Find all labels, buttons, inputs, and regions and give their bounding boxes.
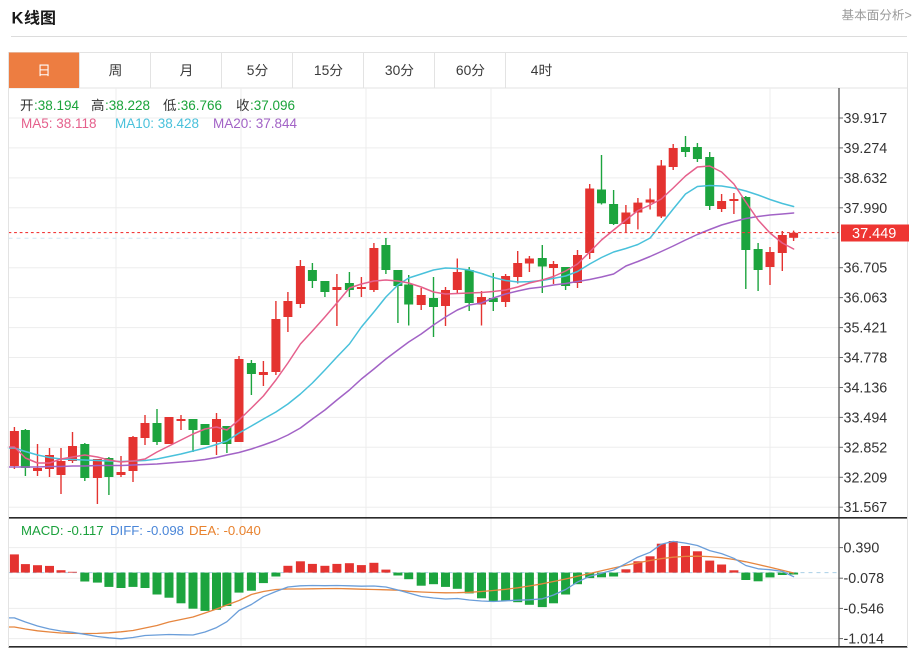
svg-text:39.917: 39.917: [844, 111, 888, 127]
svg-text:36.705: 36.705: [844, 261, 888, 277]
svg-text:30: 30: [385, 63, 401, 78]
svg-text:38.632: 38.632: [844, 171, 888, 187]
svg-text:-1.014: -1.014: [844, 632, 885, 648]
svg-text::36.766: :36.766: [177, 98, 222, 113]
svg-text:5: 5: [247, 63, 255, 78]
svg-text:DEA: -0.040: DEA: -0.040: [189, 523, 261, 538]
svg-text:>: >: [905, 9, 912, 23]
svg-text::38.194: :38.194: [34, 98, 80, 113]
svg-text:K: K: [12, 10, 24, 28]
svg-text:MA5: 38.118: MA5: 38.118: [21, 116, 97, 131]
svg-text:32.852: 32.852: [844, 440, 888, 456]
svg-text:-0.546: -0.546: [844, 601, 885, 617]
svg-text:4: 4: [531, 63, 539, 78]
svg-text:37.990: 37.990: [844, 201, 888, 217]
svg-text:39.274: 39.274: [844, 141, 888, 157]
svg-text:0.390: 0.390: [844, 541, 880, 557]
svg-text:MA10: 38.428: MA10: 38.428: [115, 116, 199, 131]
svg-text:36.063: 36.063: [844, 291, 888, 307]
svg-text:34.136: 34.136: [844, 381, 888, 397]
svg-text:60: 60: [456, 63, 472, 78]
svg-text:15: 15: [314, 63, 330, 78]
svg-text:DIFF: -0.098: DIFF: -0.098: [110, 523, 184, 538]
svg-text:32.209: 32.209: [844, 470, 888, 486]
svg-text:MA20: 37.844: MA20: 37.844: [213, 116, 298, 131]
svg-text:37.449: 37.449: [852, 226, 896, 242]
svg-text:35.421: 35.421: [844, 321, 888, 337]
svg-text:34.778: 34.778: [844, 351, 888, 367]
svg-text:-0.078: -0.078: [844, 571, 885, 587]
svg-text:MACD: -0.117: MACD: -0.117: [21, 523, 104, 538]
svg-text:33.494: 33.494: [844, 410, 888, 426]
svg-text::37.096: :37.096: [250, 98, 295, 113]
svg-text::38.228: :38.228: [105, 98, 150, 113]
svg-text:31.567: 31.567: [844, 500, 888, 516]
